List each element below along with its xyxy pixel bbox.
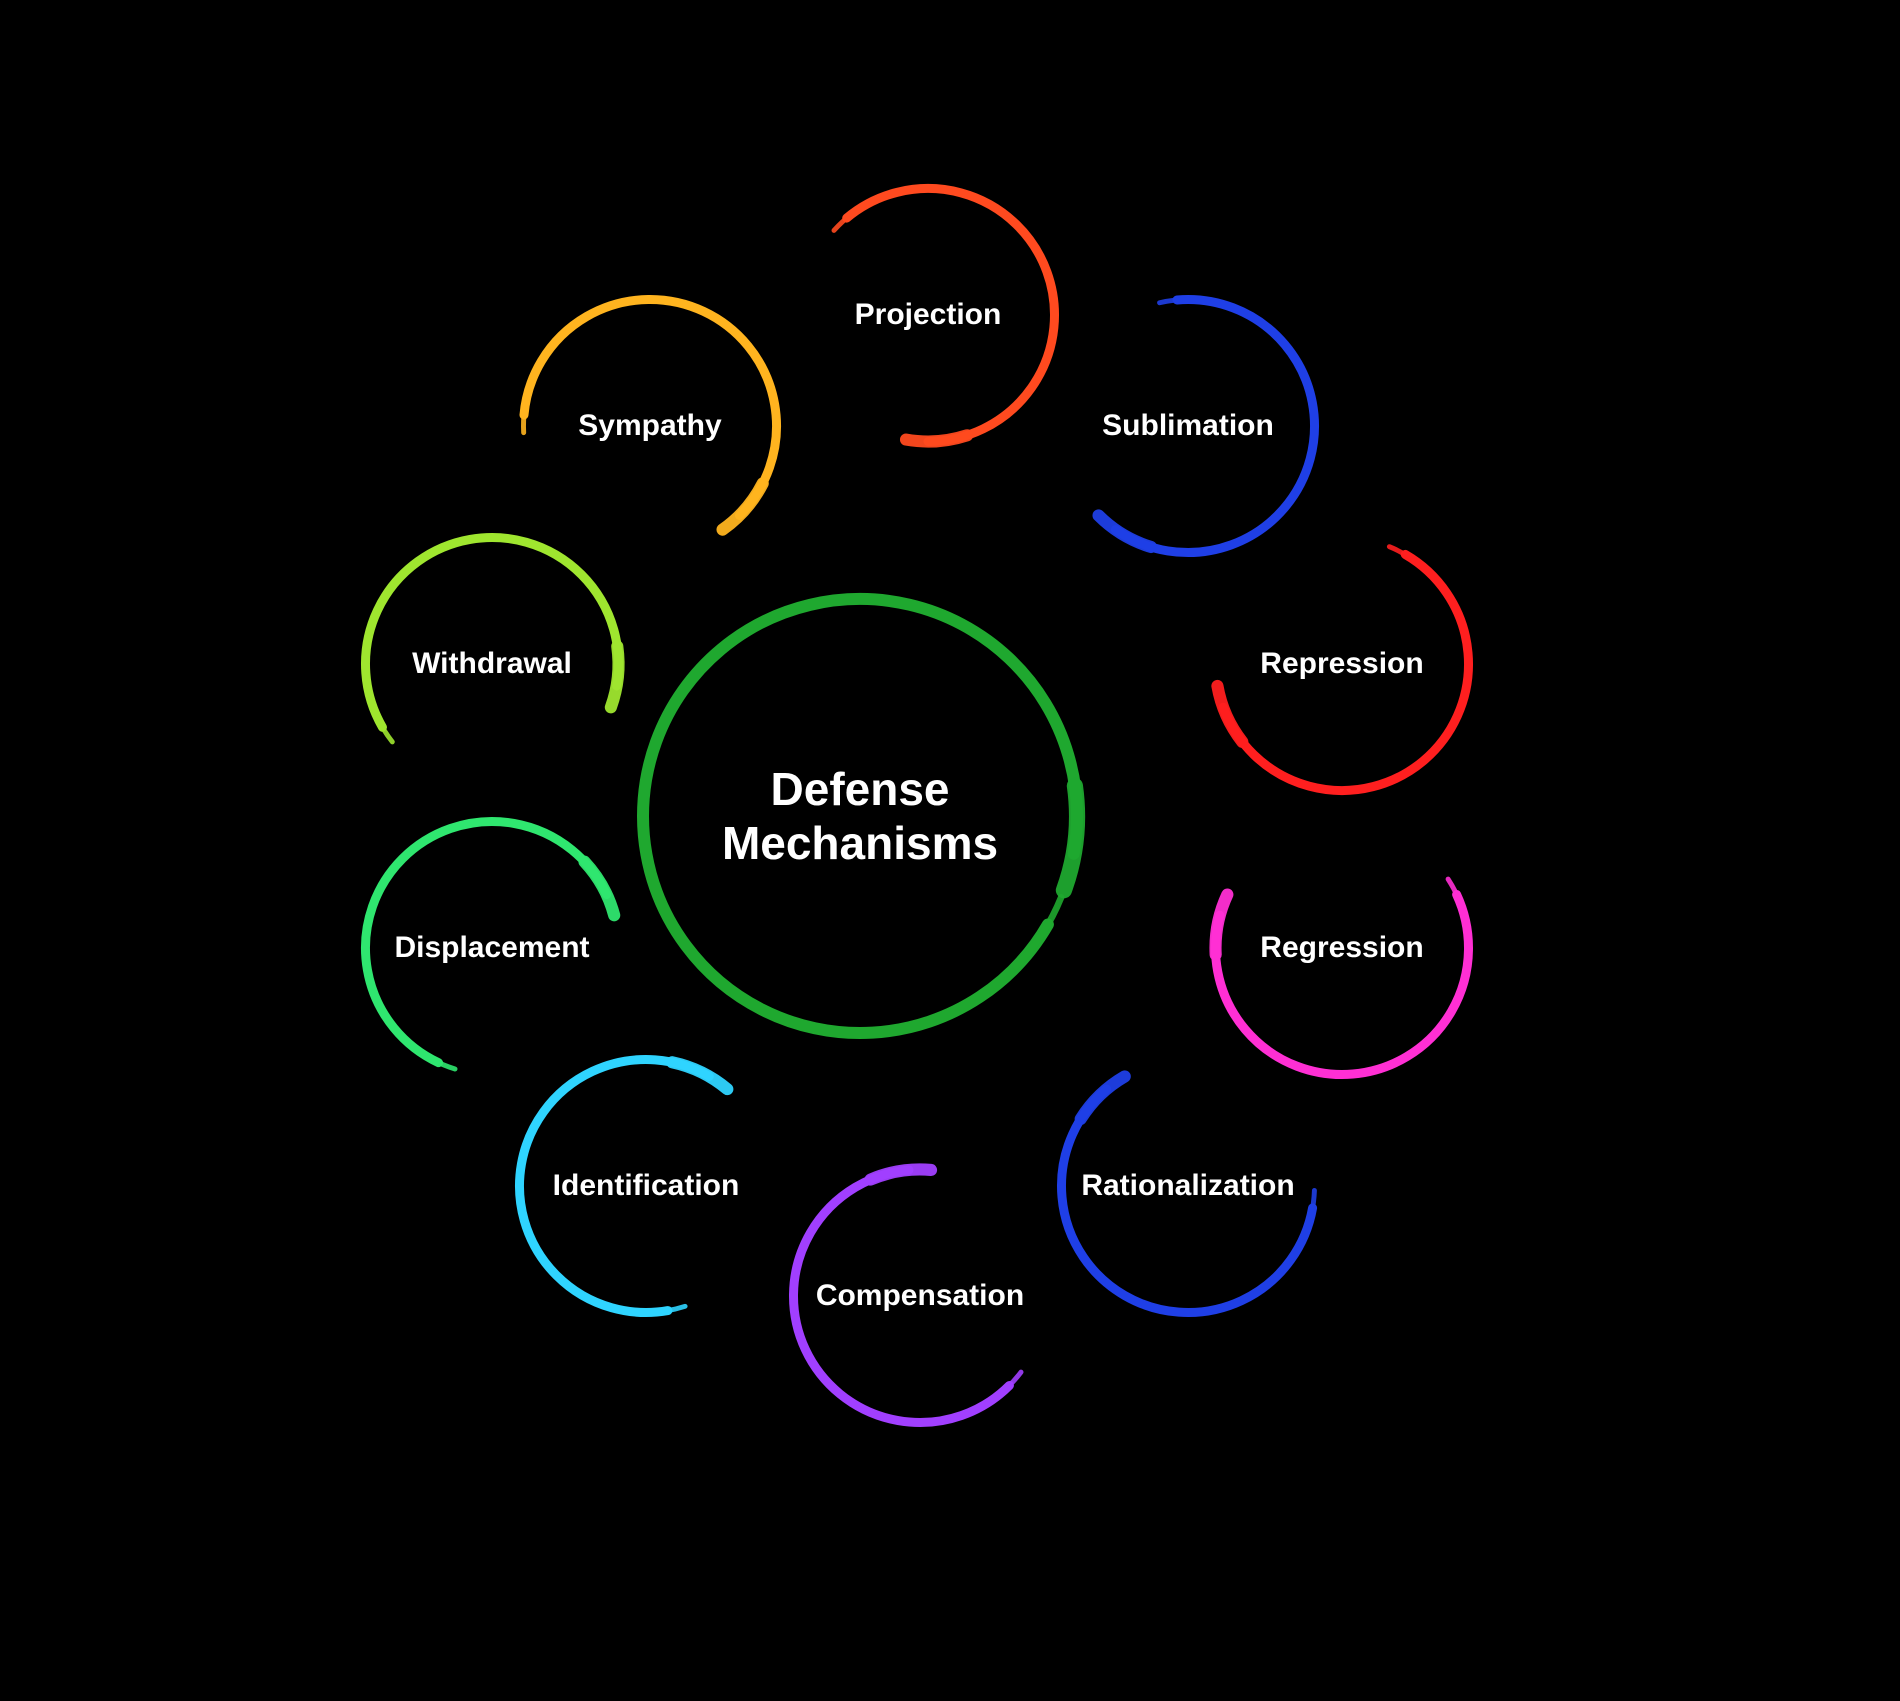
outer-label: Repression xyxy=(1246,646,1437,681)
outer-node: Sympathy xyxy=(519,295,781,557)
outer-node: Repression xyxy=(1211,533,1473,795)
center-node: Defense Mechanisms xyxy=(637,593,1083,1039)
outer-node: Compensation xyxy=(789,1165,1051,1427)
outer-node: Withdrawal xyxy=(361,533,623,795)
outer-label: Identification xyxy=(539,1168,754,1203)
outer-label: Withdrawal xyxy=(398,646,586,681)
outer-node: Rationalization xyxy=(1057,1055,1319,1317)
outer-node: Displacement xyxy=(361,817,623,1079)
outer-label: Regression xyxy=(1246,930,1437,965)
outer-label: Sympathy xyxy=(564,408,735,443)
outer-node: Projection xyxy=(797,184,1059,446)
outer-label: Sublimation xyxy=(1088,408,1288,443)
outer-label: Rationalization xyxy=(1067,1168,1308,1203)
center-label: Defense Mechanisms xyxy=(708,762,1012,871)
outer-node: Regression xyxy=(1211,817,1473,1079)
diagram-stage: Defense Mechanisms Projection Sublimation… xyxy=(0,0,1900,1701)
outer-label: Projection xyxy=(841,297,1016,332)
outer-node: Sublimation xyxy=(1057,295,1319,557)
outer-label: Compensation xyxy=(802,1278,1038,1313)
outer-label: Displacement xyxy=(380,930,603,965)
outer-node: Identification xyxy=(515,1055,777,1317)
